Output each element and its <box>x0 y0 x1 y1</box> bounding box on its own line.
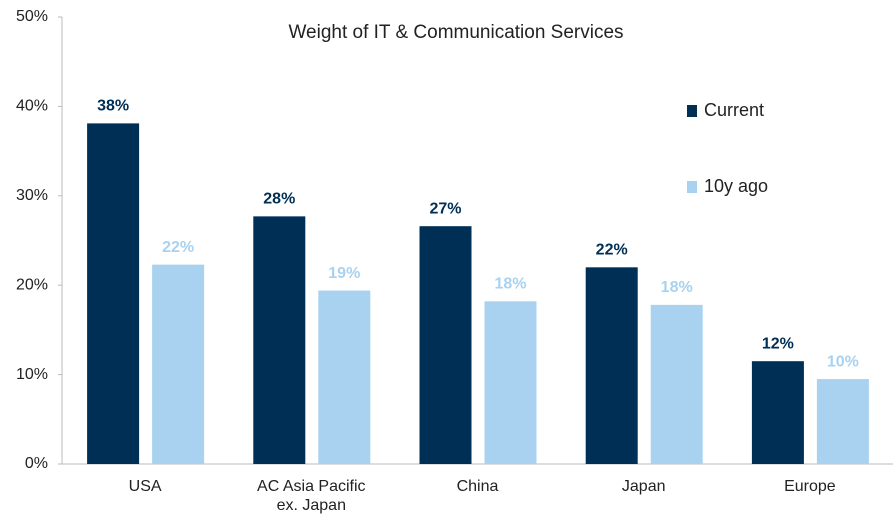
x-tick-label: Europe <box>784 478 836 495</box>
legend-swatch <box>687 181 697 193</box>
y-tick-label: 10% <box>16 366 48 383</box>
x-tick-label-box: AC Asia Pacific ex. Japan <box>257 478 366 514</box>
bar <box>484 301 537 464</box>
x-tick-label-box: Japan <box>621 478 666 495</box>
chart-title: Weight of IT & Communication Services <box>288 22 623 43</box>
bar <box>318 290 371 464</box>
bar <box>816 379 869 464</box>
x-tick-label-box: Europe <box>784 478 836 495</box>
x-tick-label: AC Asia Pacific ex. Japan <box>257 478 366 514</box>
data-label: 22% <box>162 239 194 256</box>
bar <box>419 226 472 464</box>
y-tick-label: 40% <box>16 98 48 115</box>
data-label: 27% <box>429 200 461 217</box>
data-label: 18% <box>494 276 526 293</box>
bar <box>87 123 140 465</box>
x-tick-label: China <box>456 478 499 495</box>
bar <box>650 304 703 464</box>
data-label: 22% <box>596 242 628 259</box>
data-label: 38% <box>97 98 129 115</box>
bar <box>152 264 205 464</box>
bar <box>751 361 804 464</box>
legend-label: 10y ago <box>704 176 768 196</box>
data-label: 12% <box>762 335 794 352</box>
y-tick-label: 0% <box>25 455 48 472</box>
x-tick-label-box: USA <box>128 478 162 495</box>
x-tick-label: USA <box>128 478 162 495</box>
y-tick-label: 20% <box>16 276 48 293</box>
bar <box>585 267 638 464</box>
y-tick-label: 50% <box>16 8 48 25</box>
y-tick-label: 30% <box>16 187 48 204</box>
data-label: 18% <box>661 279 693 296</box>
data-label: 10% <box>827 353 859 370</box>
data-label: 28% <box>263 191 295 208</box>
x-tick-label-box: China <box>456 478 499 495</box>
x-tick-label: Japan <box>621 478 666 495</box>
bar <box>253 216 306 464</box>
legend-swatch <box>687 105 697 117</box>
data-label: 19% <box>328 265 360 282</box>
legend-label: Current <box>704 100 764 120</box>
